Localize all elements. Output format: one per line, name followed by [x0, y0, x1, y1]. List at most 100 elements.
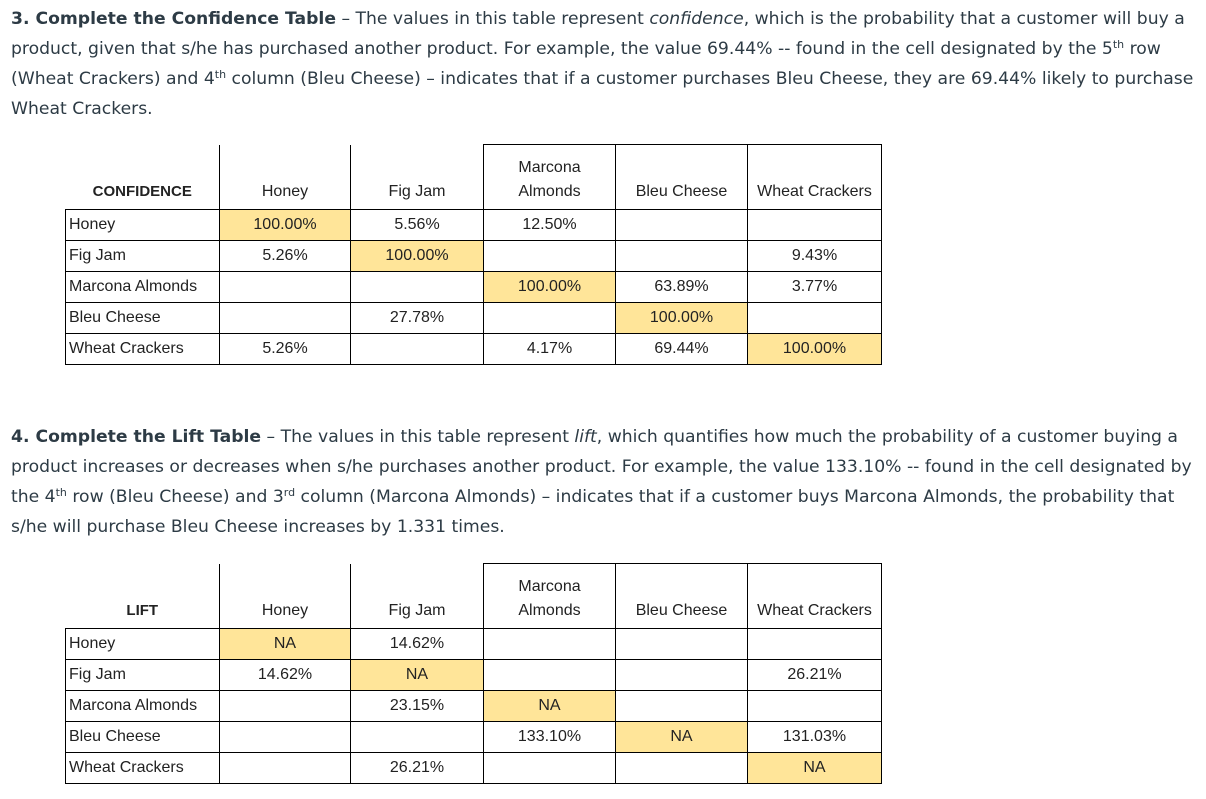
- table-row: Bleu Cheese 27.78% 100.00%: [65, 302, 882, 334]
- section-3-instructions: 3. Complete the Confidence Table – The v…: [11, 4, 1201, 124]
- row-label: Marcona Almonds: [65, 271, 220, 303]
- table-row: Wheat Crackers 5.26% 4.17% 69.44% 100.00…: [65, 333, 882, 365]
- column-header: Wheat Crackers: [747, 144, 882, 210]
- table-cell: 100.00%: [483, 271, 616, 303]
- table-cell: [350, 333, 484, 365]
- table-cell: 133.10%: [483, 721, 616, 753]
- table-row: Wheat Crackers 26.21% NA: [65, 752, 882, 784]
- table-cell: 27.78%: [350, 302, 484, 334]
- table-cell: [615, 659, 748, 691]
- column-header: Fig Jam: [350, 144, 484, 210]
- table-row: Bleu Cheese 133.10% NA 131.03%: [65, 721, 882, 753]
- table-row: Fig Jam 14.62% NA 26.21%: [65, 659, 882, 691]
- row-label: Wheat Crackers: [65, 333, 220, 365]
- table-cell: NA: [747, 752, 882, 784]
- section-3-text-d: column (Bleu Cheese) – indicates that if…: [11, 69, 1194, 119]
- column-header: Marcona Almonds: [483, 563, 616, 629]
- table-cell: NA: [483, 690, 616, 722]
- section-3-term: confidence: [649, 9, 744, 29]
- row-label: Bleu Cheese: [65, 302, 220, 334]
- section-3-sup-2: th: [214, 68, 227, 81]
- section-3-text-a: – The values in this table represent: [335, 9, 650, 29]
- section-3-sup-1: th: [1112, 38, 1125, 51]
- table-row: Fig Jam 5.26% 100.00% 9.43%: [65, 240, 882, 272]
- column-header: Fig Jam: [350, 563, 484, 629]
- column-header: Honey: [219, 144, 351, 210]
- section-4-text-a: – The values in this table represent: [261, 427, 575, 447]
- table-row: Honey 100.00% 5.56% 12.50%: [65, 209, 882, 241]
- table-cell: [483, 659, 616, 691]
- table-cell: 5.26%: [219, 333, 351, 365]
- row-label: Wheat Crackers: [65, 752, 220, 784]
- table-cell: [615, 690, 748, 722]
- row-label: Honey: [65, 628, 220, 660]
- row-label: Honey: [65, 209, 220, 241]
- column-header: Bleu Cheese: [615, 144, 748, 210]
- table-cell: 100.00%: [350, 240, 484, 272]
- table-cell: [483, 628, 616, 660]
- column-header: Bleu Cheese: [615, 563, 748, 629]
- row-label: Marcona Almonds: [65, 690, 220, 722]
- table-cell: 14.62%: [350, 628, 484, 660]
- table-cell: 14.62%: [219, 659, 351, 691]
- table-row: Marcona Almonds 23.15% NA: [65, 690, 882, 722]
- table-cell: 63.89%: [615, 271, 748, 303]
- table-cell: 100.00%: [219, 209, 351, 241]
- table-cell: 5.56%: [350, 209, 484, 241]
- table-cell: NA: [615, 721, 748, 753]
- row-label: Fig Jam: [65, 240, 220, 272]
- table-cell: 23.15%: [350, 690, 484, 722]
- section-4-sup-2: rd: [283, 486, 296, 499]
- section-4-term: lift: [574, 427, 597, 447]
- table-cell: 26.21%: [350, 752, 484, 784]
- table-cell: 69.44%: [615, 333, 748, 365]
- section-4-text-c: row (Bleu Cheese) and 3: [66, 487, 284, 507]
- table-cell: [219, 271, 351, 303]
- lift-corner-label: LIFT: [65, 563, 220, 629]
- section-3-text-b: , which is the probability that a custom…: [11, 9, 1185, 59]
- table-cell: [483, 302, 616, 334]
- column-header: Honey: [219, 563, 351, 629]
- table-cell: [747, 690, 882, 722]
- table-cell: [350, 271, 484, 303]
- column-header: Wheat Crackers: [747, 563, 882, 629]
- section-4-text-d: column (Marcona Almonds) – indicates tha…: [11, 487, 1175, 537]
- table-cell: 100.00%: [747, 333, 882, 365]
- table-cell: [219, 302, 351, 334]
- table-cell: [615, 628, 748, 660]
- lift-header-row: LIFT Honey Fig Jam Marcona Almonds Bleu …: [65, 563, 882, 629]
- table-cell: [615, 240, 748, 272]
- table-cell: 4.17%: [483, 333, 616, 365]
- table-cell: 12.50%: [483, 209, 616, 241]
- confidence-header-row: CONFIDENCE Honey Fig Jam Marcona Almonds…: [65, 144, 882, 210]
- table-cell: 9.43%: [747, 240, 882, 272]
- table-cell: 131.03%: [747, 721, 882, 753]
- table-cell: [483, 752, 616, 784]
- section-4-sup-1: th: [55, 486, 67, 499]
- row-label: Fig Jam: [65, 659, 220, 691]
- section-4-text-b: , which quantifies how much the probabil…: [11, 427, 1192, 507]
- table-cell: NA: [219, 628, 351, 660]
- column-header: Marcona Almonds: [483, 144, 616, 210]
- table-cell: 100.00%: [615, 302, 748, 334]
- table-row: Marcona Almonds 100.00% 63.89% 3.77%: [65, 271, 882, 303]
- table-cell: [219, 690, 351, 722]
- table-cell: NA: [350, 659, 484, 691]
- row-label: Bleu Cheese: [65, 721, 220, 753]
- table-cell: [615, 209, 748, 241]
- table-cell: [615, 752, 748, 784]
- table-cell: 26.21%: [747, 659, 882, 691]
- confidence-corner-label: CONFIDENCE: [65, 144, 220, 210]
- section-3-text-c: row (Wheat Crackers) and 4: [11, 39, 1161, 89]
- table-row: Honey NA 14.62%: [65, 628, 882, 660]
- table-cell: [747, 209, 882, 241]
- section-3-title: 3. Complete the Confidence Table: [11, 9, 336, 29]
- section-4-instructions: 4. Complete the Lift Table – The values …: [11, 422, 1201, 542]
- table-cell: [747, 302, 882, 334]
- table-cell: [350, 721, 484, 753]
- table-cell: [747, 628, 882, 660]
- table-cell: 5.26%: [219, 240, 351, 272]
- table-cell: [219, 752, 351, 784]
- lift-table: LIFT Honey Fig Jam Marcona Almonds Bleu …: [65, 563, 882, 784]
- section-4-title: 4. Complete the Lift Table: [11, 427, 262, 447]
